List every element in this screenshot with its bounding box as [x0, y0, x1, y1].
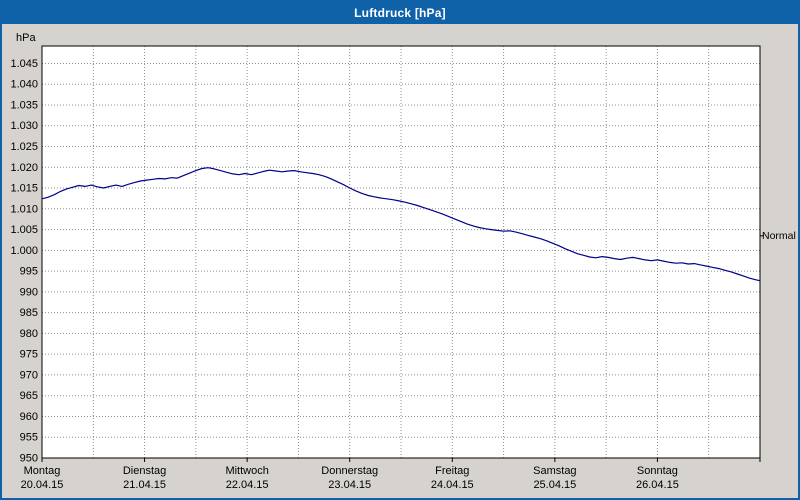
y-tick-label: 1.040 — [10, 79, 38, 91]
x-day-name-label: Montag — [24, 465, 61, 477]
x-date-label: 21.04.15 — [123, 479, 166, 491]
x-day-name-label: Donnerstag — [321, 465, 378, 477]
y-tick-label: 1.035 — [10, 99, 38, 111]
y-tick-label: 985 — [20, 307, 38, 319]
y-tick-label: 995 — [20, 266, 38, 278]
plot-border — [41, 45, 761, 459]
x-date-label: 24.04.15 — [431, 479, 474, 491]
y-tick-label: 1.030 — [10, 120, 38, 132]
y-tick-label: 1.010 — [10, 203, 38, 215]
y-axis-unit-label: hPa — [16, 32, 36, 44]
pressure-line-chart: 1.045 1.040 1.035 1.030 1.025 1.020 1.015 1.010… — [10, 45, 764, 491]
x-day-name-label: Sonntag — [637, 465, 678, 477]
y-tick-label: 1.025 — [10, 141, 38, 153]
y-tick-label: 960 — [20, 411, 38, 423]
y-tick-label: 965 — [20, 390, 38, 402]
normal-marker-label: Normal — [762, 229, 796, 242]
y-tick-label: 975 — [20, 349, 38, 361]
y-tick-label: 1.020 — [10, 162, 38, 174]
y-tick-label: 1.045 — [10, 58, 38, 70]
x-date-label: 25.04.15 — [533, 479, 576, 491]
x-date-label: 23.04.15 — [328, 479, 371, 491]
pressure-series-line — [41, 167, 761, 282]
chart-area: hPa 1.045 1.040 1.035 1.030 1.025 1.020 1.015 1… — [2, 24, 798, 498]
x-day-name-label: Dienstag — [123, 465, 166, 477]
plot-background — [42, 46, 760, 458]
window-title: Luftdruck [hPa] — [354, 6, 446, 20]
x-day-name-label: Freitag — [435, 465, 469, 477]
y-tick-label: 970 — [20, 369, 38, 381]
x-day-name-label: Mittwoch — [225, 465, 268, 477]
y-tick-label: 990 — [20, 286, 38, 298]
title-bar: Luftdruck [hPa] — [2, 2, 798, 24]
y-tick-label: 1.000 — [10, 245, 38, 257]
x-date-label: 26.04.15 — [636, 479, 679, 491]
x-date-label: 22.04.15 — [226, 479, 269, 491]
y-tick-label: 1.015 — [10, 183, 38, 195]
x-day-name-label: Samstag — [533, 465, 576, 477]
x-date-label: 20.04.15 — [21, 479, 64, 491]
y-tick-label: 950 — [20, 453, 38, 465]
y-tick-label: 980 — [20, 328, 38, 340]
y-tick-label: 955 — [20, 432, 38, 444]
y-tick-label: 1.005 — [10, 224, 38, 236]
